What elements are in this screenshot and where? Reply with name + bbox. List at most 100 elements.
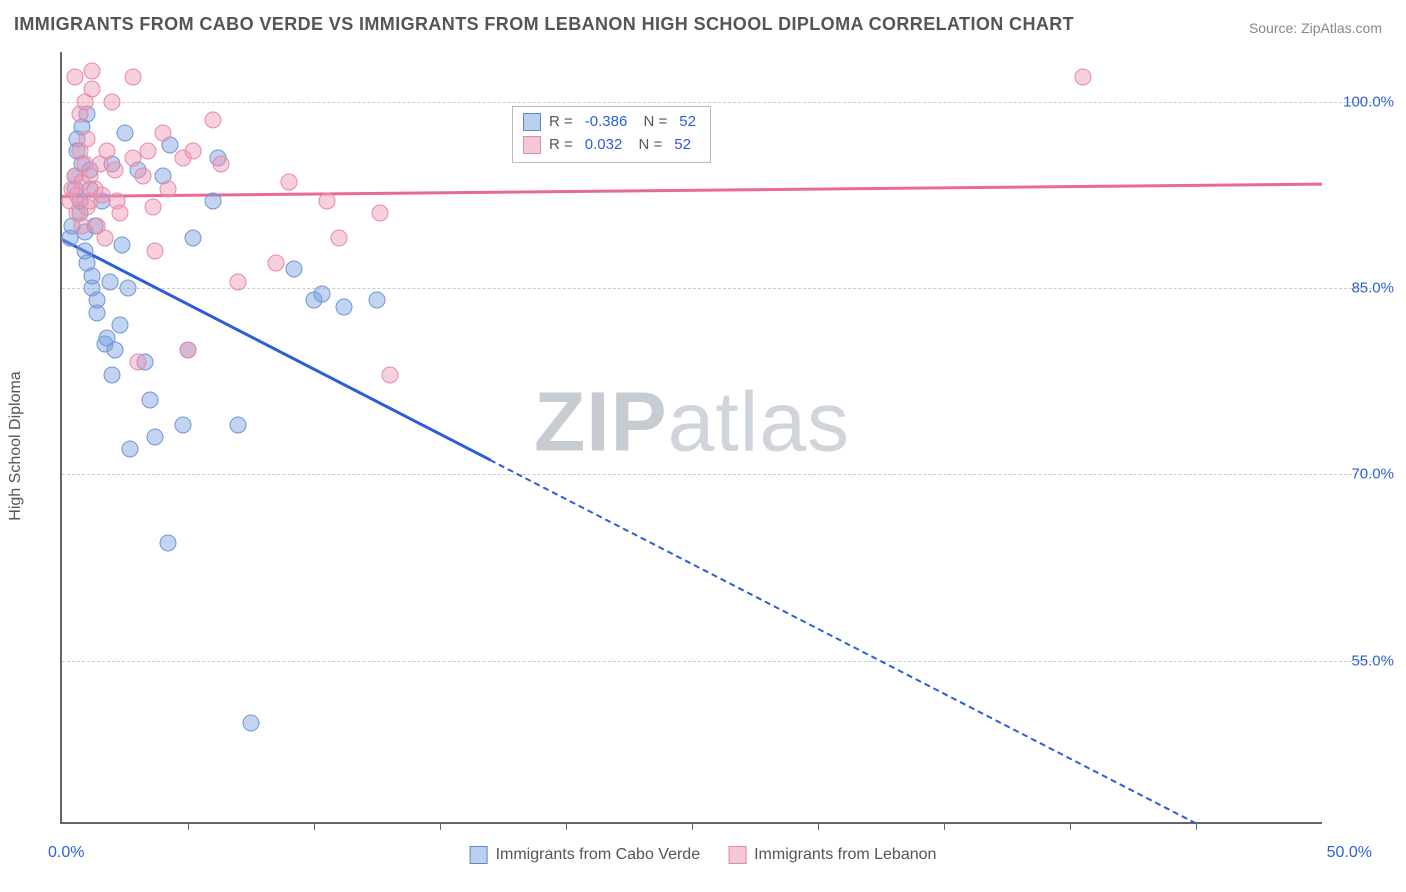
data-point [111,205,128,222]
data-point [336,298,353,315]
data-point [185,230,202,247]
data-point [318,193,335,210]
data-point [205,193,222,210]
legend-row-cabo-verde: R = -0.386 N = 52 [523,111,700,134]
legend-label-cabo-verde: Immigrants from Cabo Verde [496,846,701,864]
data-point [96,230,113,247]
n-value-cabo-verde: 52 [679,111,696,134]
grid-line [62,474,1372,475]
grid-line [62,661,1372,662]
data-point [185,143,202,160]
data-point [119,279,136,296]
data-point [159,180,176,197]
r-value-lebanon: 0.032 [585,134,623,157]
data-point [144,199,161,216]
data-point [142,391,159,408]
data-point [104,366,121,383]
data-point [268,255,285,272]
grid-line [62,102,1372,103]
y-tick-label: 70.0% [1334,466,1394,483]
chart-title: IMMIGRANTS FROM CABO VERDE VS IMMIGRANTS… [14,14,1074,35]
data-point [1074,68,1091,85]
data-point [124,68,141,85]
data-point [230,416,247,433]
x-axis-min-label: 0.0% [48,844,84,862]
data-point [174,416,191,433]
source-link[interactable]: ZipAtlas.com [1301,20,1382,36]
source-label: Source: [1249,20,1297,36]
data-point [84,62,101,79]
data-point [280,174,297,191]
data-point [285,261,302,278]
x-tick [1070,822,1071,830]
data-point [79,130,96,147]
swatch-lebanon [523,136,541,154]
data-point [313,286,330,303]
data-point [230,273,247,290]
data-point [66,68,83,85]
swatch-cabo-verde [470,846,488,864]
data-point [369,292,386,309]
data-point [84,81,101,98]
data-point [331,230,348,247]
x-tick [1196,822,1197,830]
data-point [104,93,121,110]
data-point [111,317,128,334]
n-label: N = [639,111,667,134]
data-point [134,168,151,185]
x-tick [692,822,693,830]
data-point [243,714,260,731]
x-tick [440,822,441,830]
legend-row-lebanon: R = 0.032 N = 52 [523,134,700,157]
data-point [147,429,164,446]
y-tick-label: 100.0% [1334,93,1394,110]
data-point [147,242,164,259]
y-axis-title: High School Diploma [7,371,25,520]
trend-line [62,182,1322,197]
trend-line [61,238,491,461]
watermark-b: atlas [668,374,850,468]
series-legend: Immigrants from Cabo Verde Immigrants fr… [470,846,937,864]
watermark-a: ZIP [534,374,668,468]
r-value-cabo-verde: -0.386 [585,111,628,134]
r-label: R = [549,134,573,157]
swatch-cabo-verde [523,113,541,131]
data-point [106,342,123,359]
data-point [106,161,123,178]
x-tick [818,822,819,830]
source-attribution: Source: ZipAtlas.com [1249,20,1382,36]
data-point [101,273,118,290]
data-point [99,143,116,160]
data-point [371,205,388,222]
correlation-legend: R = -0.386 N = 52 R = 0.032 N = 52 [512,106,711,163]
grid-line [62,288,1372,289]
n-label: N = [634,134,662,157]
n-value-lebanon: 52 [674,134,691,157]
swatch-lebanon [728,846,746,864]
data-point [117,124,134,141]
r-label: R = [549,111,573,134]
data-point [180,342,197,359]
data-point [205,112,222,129]
data-point [381,366,398,383]
watermark: ZIPatlas [534,373,850,470]
data-point [154,124,171,141]
x-tick [314,822,315,830]
legend-item-lebanon: Immigrants from Lebanon [728,846,936,864]
data-point [139,143,156,160]
y-tick-label: 85.0% [1334,279,1394,296]
x-tick [188,822,189,830]
plot-area: ZIPatlas R = -0.386 N = 52 R = 0.032 N =… [60,52,1322,824]
data-point [122,441,139,458]
data-point [159,534,176,551]
data-point [89,304,106,321]
x-axis-max-label: 50.0% [1327,844,1372,862]
data-point [84,267,101,284]
legend-label-lebanon: Immigrants from Lebanon [754,846,936,864]
x-tick [566,822,567,830]
trend-line [490,459,1197,824]
data-point [212,155,229,172]
data-point [129,354,146,371]
legend-item-cabo-verde: Immigrants from Cabo Verde [470,846,701,864]
y-tick-label: 55.0% [1334,652,1394,669]
